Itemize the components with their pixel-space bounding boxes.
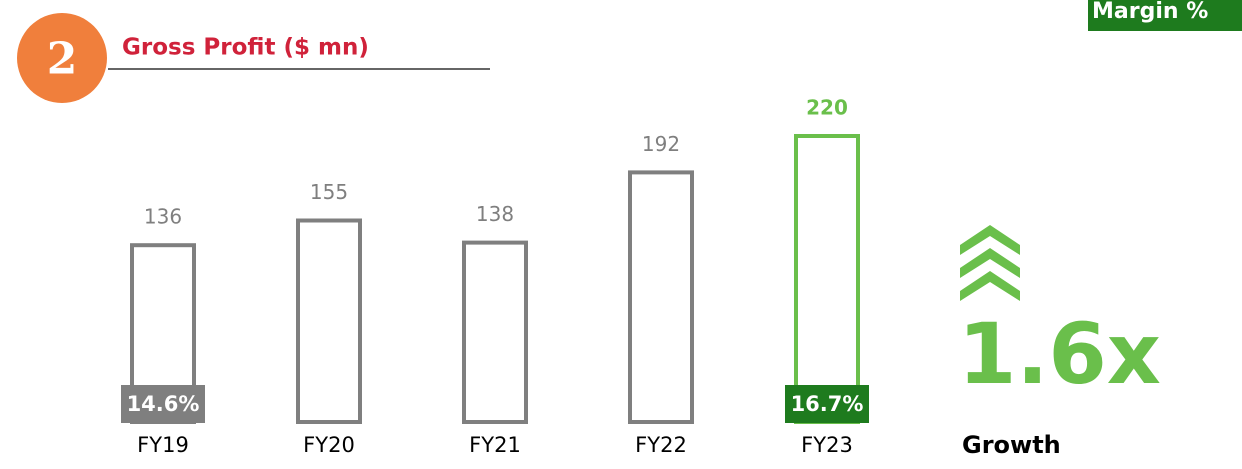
badge-number: 2 [47,34,78,85]
value-label: 192 [642,132,680,156]
margin-label: 16.7% [791,392,864,416]
growth-value: 1.6x [958,305,1161,403]
chart-title: Gross Profit ($ mn) [122,35,369,61]
badge-circle [17,13,107,103]
bar [794,134,860,424]
margin-box [121,385,205,423]
margin-label: 14.6% [127,392,200,416]
x-tick-label: FY20 [303,433,355,457]
growth-label: Growth [962,431,1061,459]
margin-box [785,385,869,423]
x-tick-label: FY21 [469,433,521,457]
value-label: 136 [144,205,182,229]
x-tick-label: FY23 [801,433,853,457]
value-label: 155 [310,180,348,204]
bar [462,240,528,424]
growth-chevrons [960,225,1020,301]
bar [296,218,362,424]
x-tick-label: FY22 [635,433,687,457]
bar [628,170,694,424]
legend-label: Margin % [1092,0,1208,24]
value-label: 138 [476,202,514,226]
value-label: 220 [806,96,848,120]
x-tick-label: FY19 [137,433,189,457]
legend-box [1088,0,1242,31]
